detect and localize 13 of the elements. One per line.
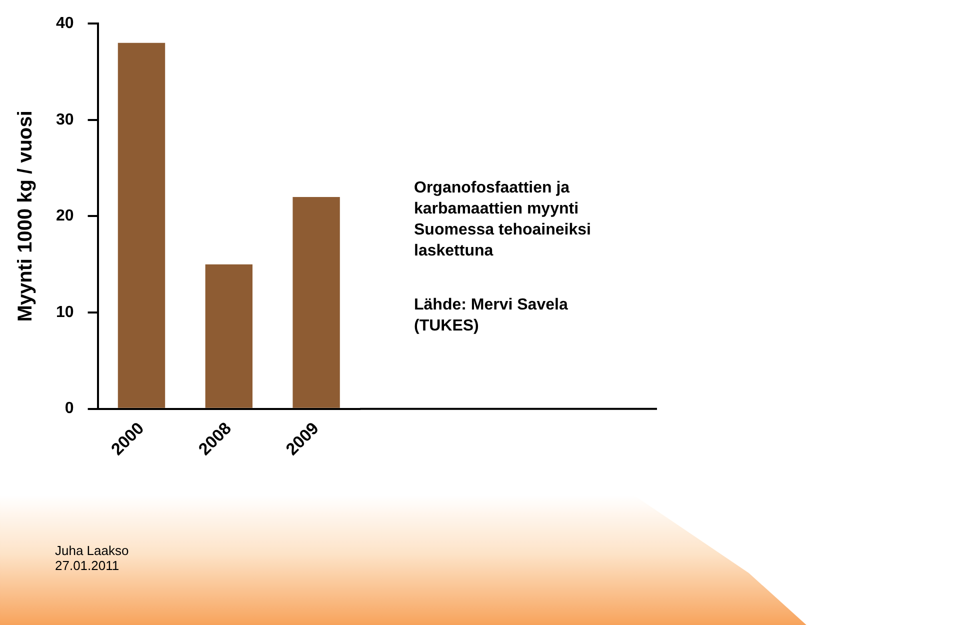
y-axis-title: Myynti 1000 kg / vuosi — [14, 110, 37, 322]
y-tick-label: 0 — [64, 400, 74, 418]
text: Juha Laakso — [55, 543, 129, 558]
y-tick-label: 10 — [56, 304, 74, 321]
bar — [205, 264, 252, 408]
y-tick-label: 20 — [56, 208, 74, 225]
text: Lähde: Mervi Savela (TUKES) — [414, 296, 568, 334]
y-tick-label: 30 — [56, 111, 74, 128]
text: 27.01.2011 — [55, 558, 120, 573]
bar — [292, 196, 340, 408]
text: Organofosfaattien ja karbamaattien myynti Suomessa tehoaineiksi laskettuna — [414, 179, 591, 260]
bar — [118, 42, 166, 408]
y-tick-label: 40 — [56, 15, 74, 32]
